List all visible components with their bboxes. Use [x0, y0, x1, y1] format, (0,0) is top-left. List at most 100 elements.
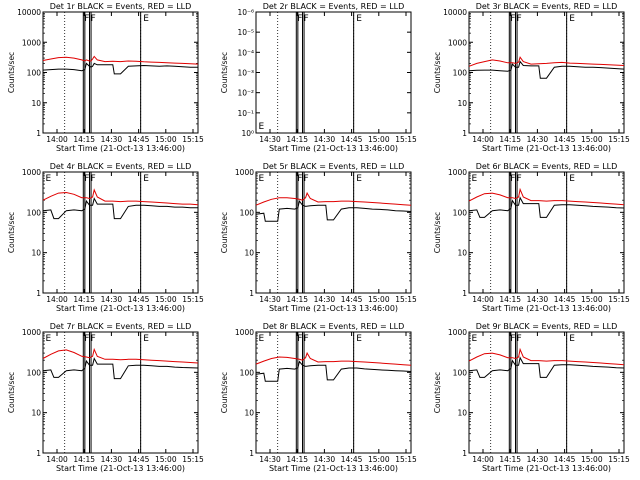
- x-tick-label: 14:30: [101, 455, 123, 464]
- chart-title: Det 4r BLACK = Events, RED = LLD: [50, 162, 192, 171]
- y-tick-label: 1: [462, 129, 467, 138]
- chart-panel: Det 2r BLACK = Events, RED = LLD 10⁰ 10⁻¹ 1…: [220, 2, 417, 153]
- x-tick-label: 14:15: [73, 295, 95, 304]
- series-lld-line: [468, 347, 625, 366]
- flag-marker: F: [517, 14, 522, 24]
- x-tick-label: 14:45: [554, 135, 576, 144]
- y-tick-label: 10: [31, 99, 41, 108]
- x-tick-label: 14:45: [128, 295, 150, 304]
- flag-marker: F: [510, 14, 515, 24]
- x-axis-label: Start Time (21-Oct-13 13:46:00): [269, 464, 398, 473]
- plot-frame: [42, 331, 199, 454]
- x-axis-label: Start Time (21-Oct-13 13:46:00): [56, 144, 185, 153]
- x-tick-label: 14:30: [527, 455, 549, 464]
- y-tick-label: 10000: [17, 8, 41, 17]
- series-events-line: [468, 356, 625, 378]
- x-tick-label: 14:30: [101, 135, 123, 144]
- x-tick-label: 14:15: [286, 135, 308, 144]
- flag-marker: E: [46, 334, 52, 344]
- y-tick-label: 10⁻⁵: [237, 28, 254, 37]
- x-tick-label: 15:15: [608, 295, 630, 304]
- x-tick-label: 15:00: [368, 455, 390, 464]
- x-tick-label: 15:15: [395, 135, 417, 144]
- flag-marker: F: [510, 334, 515, 344]
- flag-marker: E: [569, 174, 575, 184]
- flag-marker: F: [84, 14, 89, 24]
- y-tick-label: 10000: [443, 8, 467, 17]
- y-tick-label: 10: [244, 409, 254, 418]
- x-tick-label: 14:30: [259, 135, 281, 144]
- series-events-line: [255, 199, 412, 222]
- y-tick-label: 10⁻³: [237, 69, 254, 78]
- chart-title: Det 8r BLACK = Events, RED = LLD: [263, 322, 405, 331]
- x-tick-label: 14:00: [472, 135, 494, 144]
- y-tick-label: 10⁻⁶: [237, 8, 254, 17]
- y-axis-label: Counts/sec: [7, 212, 16, 253]
- x-axis-label: Start Time (21-Oct-13 13:46:00): [482, 144, 611, 153]
- y-tick-label: 100: [453, 368, 468, 377]
- flag-marker: E: [356, 334, 362, 344]
- series-events-line: [42, 62, 199, 75]
- y-axis-label: Counts/sec: [433, 372, 442, 413]
- y-tick-label: 100: [240, 368, 255, 377]
- flag-marker: E: [259, 334, 265, 344]
- x-tick-label: 14:15: [286, 295, 308, 304]
- y-tick-label: 1000: [22, 168, 41, 177]
- x-tick-label: 15:00: [581, 455, 603, 464]
- chart-panel: Det 5r BLACK = Events, RED = LLD 1 10 100 10…: [220, 162, 417, 313]
- x-tick-label: 14:45: [341, 455, 363, 464]
- y-tick-label: 10: [31, 249, 41, 258]
- y-tick-label: 100: [453, 208, 468, 217]
- x-tick-label: 14:00: [46, 455, 68, 464]
- x-tick-label: 14:15: [73, 455, 95, 464]
- y-tick-label: 1000: [22, 38, 41, 47]
- x-tick-label: 14:15: [73, 135, 95, 144]
- x-tick-label: 15:00: [368, 295, 390, 304]
- plot-frame: [42, 171, 199, 294]
- y-tick-label: 10: [457, 99, 467, 108]
- flag-marker: E: [356, 14, 362, 24]
- x-tick-label: 14:15: [499, 135, 521, 144]
- flag-marker: E: [143, 14, 149, 24]
- y-tick-label: 1000: [448, 168, 467, 177]
- plot-frame: [255, 11, 412, 134]
- x-tick-label: 15:00: [368, 135, 390, 144]
- x-tick-label: 14:45: [341, 295, 363, 304]
- y-tick-label: 100: [27, 368, 42, 377]
- x-tick-label: 15:00: [155, 295, 177, 304]
- chart-panel: Det 7r BLACK = Events, RED = LLD 1 10 100 10…: [7, 322, 204, 473]
- x-tick-label: 14:15: [499, 295, 521, 304]
- x-tick-label: 14:00: [46, 135, 68, 144]
- x-tick-label: 15:15: [608, 135, 630, 144]
- y-tick-label: 10: [457, 249, 467, 258]
- flag-marker: F: [84, 334, 89, 344]
- y-tick-label: 100: [27, 69, 42, 78]
- y-tick-label: 10⁰: [241, 129, 254, 138]
- flag-marker: E: [259, 174, 265, 184]
- y-tick-label: 10: [31, 409, 41, 418]
- flag-marker: E: [46, 174, 52, 184]
- series-lld-line: [42, 188, 199, 206]
- series-events-line: [468, 196, 625, 218]
- chart-panel: Det 6r BLACK = Events, RED = LLD 1 10 100 10…: [433, 162, 630, 313]
- chart-panel: Det 8r BLACK = Events, RED = LLD 1 10 100 10…: [220, 322, 417, 473]
- series-events-line: [468, 60, 625, 79]
- x-tick-label: 15:15: [182, 455, 204, 464]
- flag-marker: E: [472, 334, 478, 344]
- flag-marker: F: [304, 174, 309, 184]
- x-tick-label: 15:00: [155, 135, 177, 144]
- x-axis-label: Start Time (21-Oct-13 13:46:00): [269, 144, 398, 153]
- y-tick-label: 1: [36, 449, 41, 458]
- flag-marker: E: [569, 14, 575, 24]
- plot-frame: [468, 331, 625, 454]
- x-tick-label: 15:15: [182, 135, 204, 144]
- x-tick-label: 14:45: [554, 455, 576, 464]
- x-tick-label: 15:15: [395, 455, 417, 464]
- y-axis-label: Counts/sec: [220, 372, 229, 413]
- x-axis-label: Start Time (21-Oct-13 13:46:00): [56, 464, 185, 473]
- flag-marker: F: [91, 14, 96, 24]
- x-tick-label: 15:15: [182, 295, 204, 304]
- plot-frame: [255, 171, 412, 294]
- y-tick-label: 10: [244, 249, 254, 258]
- chart-panel: Det 9r BLACK = Events, RED = LLD 1 10 100 10…: [433, 322, 630, 473]
